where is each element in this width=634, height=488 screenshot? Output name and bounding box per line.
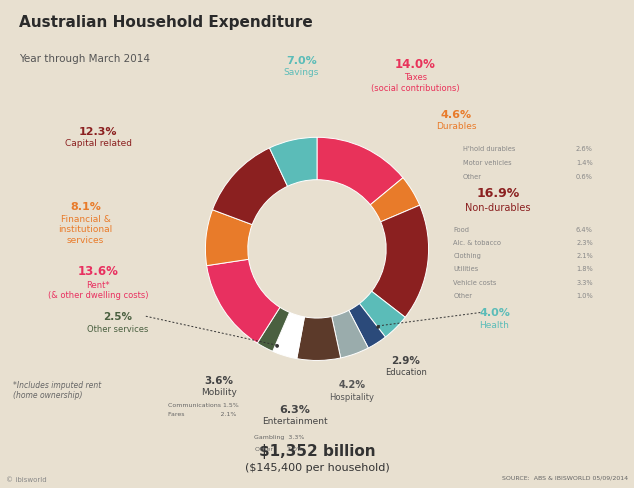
Text: Hospitality: Hospitality [330, 393, 374, 402]
Text: Taxes
(social contributions): Taxes (social contributions) [371, 73, 460, 93]
Text: 0.6%: 0.6% [576, 174, 593, 180]
Text: 4.6%: 4.6% [441, 110, 472, 120]
Text: 13.6%: 13.6% [78, 265, 119, 278]
Text: 14.0%: 14.0% [395, 58, 436, 71]
Wedge shape [257, 307, 290, 351]
Text: 3.6%: 3.6% [204, 376, 233, 386]
Text: $1,352 billion: $1,352 billion [259, 444, 375, 459]
Text: Health: Health [479, 321, 510, 329]
Text: ($145,400 per household): ($145,400 per household) [245, 464, 389, 473]
Text: ●: ● [275, 343, 279, 347]
Text: Rent*
(& other dwelling costs): Rent* (& other dwelling costs) [48, 281, 148, 300]
Text: 3.3%: 3.3% [576, 280, 593, 285]
Text: 2.3%: 2.3% [576, 240, 593, 246]
Text: 1.8%: 1.8% [576, 266, 593, 272]
Text: Gambling  3.3%: Gambling 3.3% [254, 435, 304, 440]
Text: © ibisworld: © ibisworld [6, 477, 47, 483]
Text: 6.4%: 6.4% [576, 227, 593, 233]
Text: Mobility: Mobility [201, 388, 236, 397]
Wedge shape [212, 148, 288, 224]
Text: Clothing: Clothing [453, 253, 481, 259]
Text: 7.0%: 7.0% [286, 56, 316, 66]
Text: Utilities: Utilities [453, 266, 479, 272]
Text: 1.0%: 1.0% [576, 293, 593, 299]
Text: H'hold durables: H'hold durables [463, 146, 515, 152]
Text: Durables: Durables [436, 122, 477, 131]
Text: Education: Education [385, 368, 427, 377]
Wedge shape [273, 312, 304, 359]
Text: 1.4%: 1.4% [576, 160, 593, 166]
Text: Other       3.0%: Other 3.0% [255, 447, 303, 451]
Text: Other: Other [453, 293, 472, 299]
Text: Non-durables: Non-durables [465, 203, 531, 212]
Text: Motor vehicles: Motor vehicles [463, 160, 512, 166]
Text: Food: Food [453, 227, 469, 233]
Wedge shape [332, 310, 368, 358]
Text: 6.3%: 6.3% [280, 405, 310, 415]
Text: Financial &
institutional
services: Financial & institutional services [58, 215, 113, 244]
Text: ●: ● [376, 324, 380, 328]
Wedge shape [269, 137, 317, 186]
Text: Australian Household Expenditure: Australian Household Expenditure [19, 15, 313, 30]
Text: 8.1%: 8.1% [70, 203, 101, 212]
Text: Vehicle costs: Vehicle costs [453, 280, 496, 285]
Text: 16.9%: 16.9% [476, 187, 519, 200]
Text: Other: Other [463, 174, 482, 180]
Text: Other services: Other services [87, 325, 148, 333]
Text: 2.1%: 2.1% [576, 253, 593, 259]
Text: Communications 1.5%: Communications 1.5% [168, 403, 239, 407]
Text: 4.0%: 4.0% [479, 308, 510, 318]
Text: 2.6%: 2.6% [576, 146, 593, 152]
Text: 2.9%: 2.9% [391, 356, 420, 366]
Text: Year through March 2014: Year through March 2014 [19, 54, 150, 63]
Wedge shape [349, 304, 385, 348]
Text: Fares                  2.1%: Fares 2.1% [168, 412, 236, 417]
Text: 4.2%: 4.2% [339, 381, 365, 390]
Text: 12.3%: 12.3% [79, 127, 117, 137]
Wedge shape [359, 291, 405, 337]
Wedge shape [207, 259, 280, 343]
Wedge shape [372, 205, 429, 317]
Text: 2.5%: 2.5% [103, 312, 132, 322]
Text: Entertainment: Entertainment [262, 417, 328, 426]
Text: SOURCE:  ABS & IBISWORLD 05/09/2014: SOURCE: ABS & IBISWORLD 05/09/2014 [501, 476, 628, 481]
Text: *Includes imputed rent
(home ownership): *Includes imputed rent (home ownership) [13, 381, 101, 400]
Wedge shape [370, 178, 420, 222]
Text: Alc. & tobacco: Alc. & tobacco [453, 240, 501, 246]
Wedge shape [205, 210, 252, 265]
Wedge shape [317, 137, 403, 205]
Text: Capital related: Capital related [65, 139, 132, 148]
Text: Savings: Savings [283, 68, 319, 77]
Wedge shape [297, 317, 340, 361]
